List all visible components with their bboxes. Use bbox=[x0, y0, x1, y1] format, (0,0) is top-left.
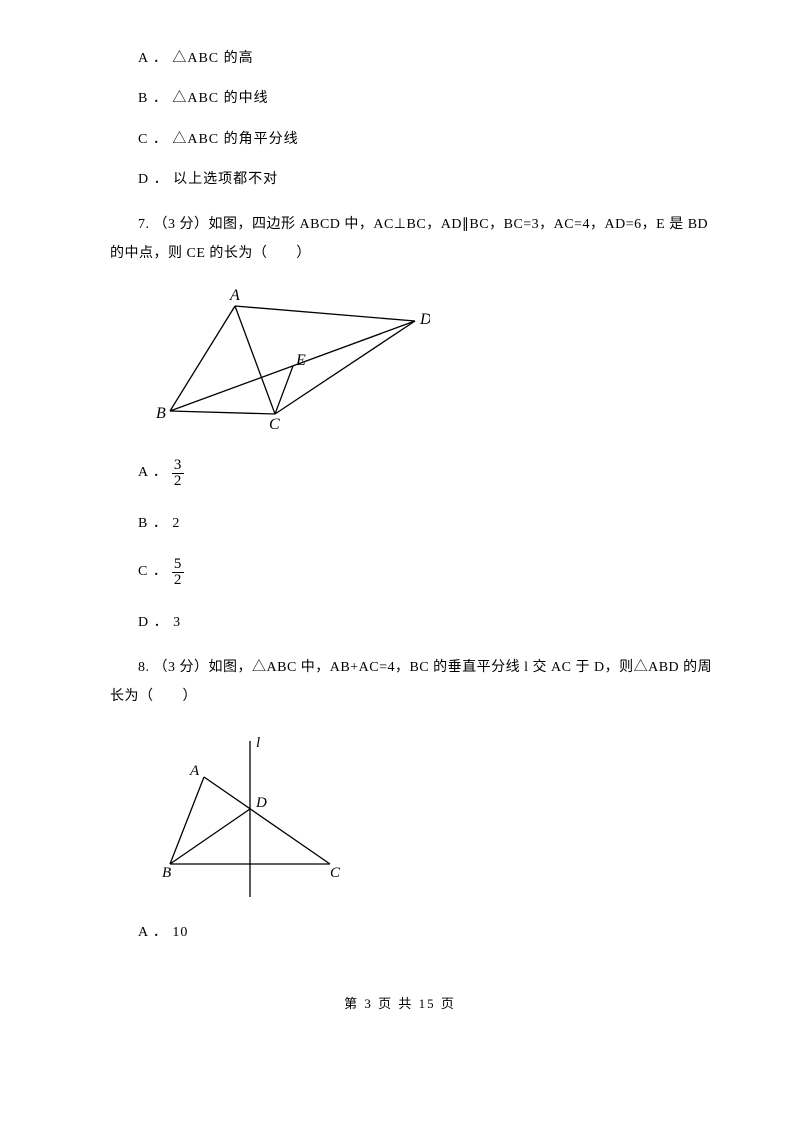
svg-text:A: A bbox=[189, 763, 200, 779]
q8-text: 8. （3 分）如图，△ABC 中，AB+AC=4，BC 的垂直平分线 l 交 … bbox=[110, 653, 720, 712]
q6-option-c: C ． △ABC 的角平分线 bbox=[138, 129, 720, 151]
q7-option-c-prefix: C ． bbox=[138, 561, 168, 583]
q7-option-d: D ． 3 bbox=[138, 612, 720, 634]
q7-text: 7. （3 分）如图，四边形 ABCD 中，AC⊥BC，AD∥BC，BC=3，A… bbox=[110, 210, 720, 269]
q7-option-c-num: 5 bbox=[172, 557, 185, 573]
q7-option-a-frac: 3 2 bbox=[172, 458, 185, 489]
svg-text:B: B bbox=[162, 865, 171, 881]
q8-figure: A B C Dl bbox=[150, 729, 720, 907]
q7-option-a-prefix: A ． bbox=[138, 462, 168, 484]
page-footer: 第 3 页 共 15 页 bbox=[0, 994, 800, 1015]
svg-text:C: C bbox=[269, 416, 280, 431]
q7-option-a: A ． 3 2 bbox=[138, 458, 184, 489]
q6-option-d: D ． 以上选项都不对 bbox=[138, 169, 720, 191]
q7-option-a-den: 2 bbox=[172, 474, 185, 489]
svg-text:A: A bbox=[229, 287, 240, 304]
q7-option-c-den: 2 bbox=[172, 573, 185, 588]
q7-option-a-num: 3 bbox=[172, 458, 185, 474]
svg-text:E: E bbox=[295, 352, 306, 369]
q6-option-a: A ． △ABC 的高 bbox=[138, 48, 720, 70]
svg-text:B: B bbox=[156, 405, 166, 422]
q7-option-c: C ． 5 2 bbox=[138, 557, 184, 588]
svg-text:D: D bbox=[419, 311, 430, 328]
svg-text:C: C bbox=[330, 865, 341, 881]
q8-option-a: A ． 10 bbox=[138, 922, 720, 944]
q6-option-b: B ． △ABC 的中线 bbox=[138, 88, 720, 110]
svg-text:l: l bbox=[256, 735, 260, 751]
q7-option-b: B ． 2 bbox=[138, 513, 720, 535]
q7-figure: A B C D E bbox=[150, 286, 720, 439]
svg-text:D: D bbox=[255, 795, 267, 811]
q7-option-c-frac: 5 2 bbox=[172, 557, 185, 588]
